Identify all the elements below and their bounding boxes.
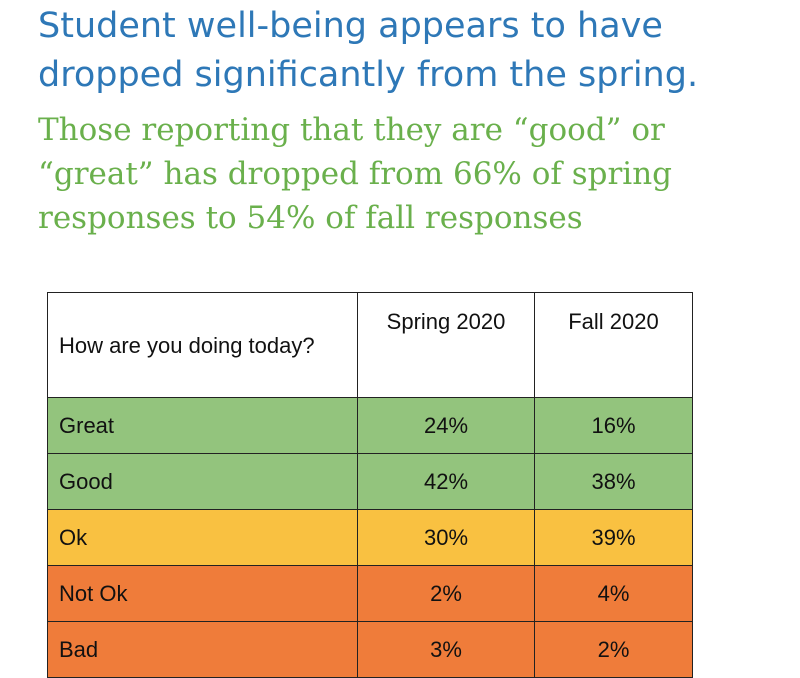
table-header-row: How are you doing today? Spring 2020 Fal… — [47, 292, 693, 398]
row-label: Bad — [47, 621, 358, 678]
spring-value: 42% — [357, 453, 535, 510]
header-spring-2020: Spring 2020 — [357, 292, 535, 398]
spring-value: 24% — [357, 397, 535, 454]
fall-value: 16% — [534, 397, 693, 454]
slide-title: Student well-being appears to have dropp… — [38, 6, 699, 95]
fall-value: 38% — [534, 453, 693, 510]
fall-value: 4% — [534, 565, 693, 622]
table-row-good: Good 42% 38% — [47, 453, 693, 510]
table-row-bad: Bad 3% 2% — [47, 621, 693, 678]
fall-value: 2% — [534, 621, 693, 678]
wellbeing-table: How are you doing today? Spring 2020 Fal… — [47, 292, 693, 678]
spring-value: 30% — [357, 509, 535, 566]
row-label: Ok — [47, 509, 358, 566]
spring-value: 3% — [357, 621, 535, 678]
table-row-great: Great 24% 16% — [47, 397, 693, 454]
slide-subtitle: Those reporting that they are “good” or … — [38, 112, 673, 236]
row-label: Good — [47, 453, 358, 510]
table-row-ok: Ok 30% 39% — [47, 509, 693, 566]
spring-value: 2% — [357, 565, 535, 622]
header-question: How are you doing today? — [47, 292, 358, 398]
table-row-not-ok: Not Ok 2% 4% — [47, 565, 693, 622]
header-fall-2020: Fall 2020 — [534, 292, 693, 398]
row-label: Not Ok — [47, 565, 358, 622]
fall-value: 39% — [534, 509, 693, 566]
row-label: Great — [47, 397, 358, 454]
